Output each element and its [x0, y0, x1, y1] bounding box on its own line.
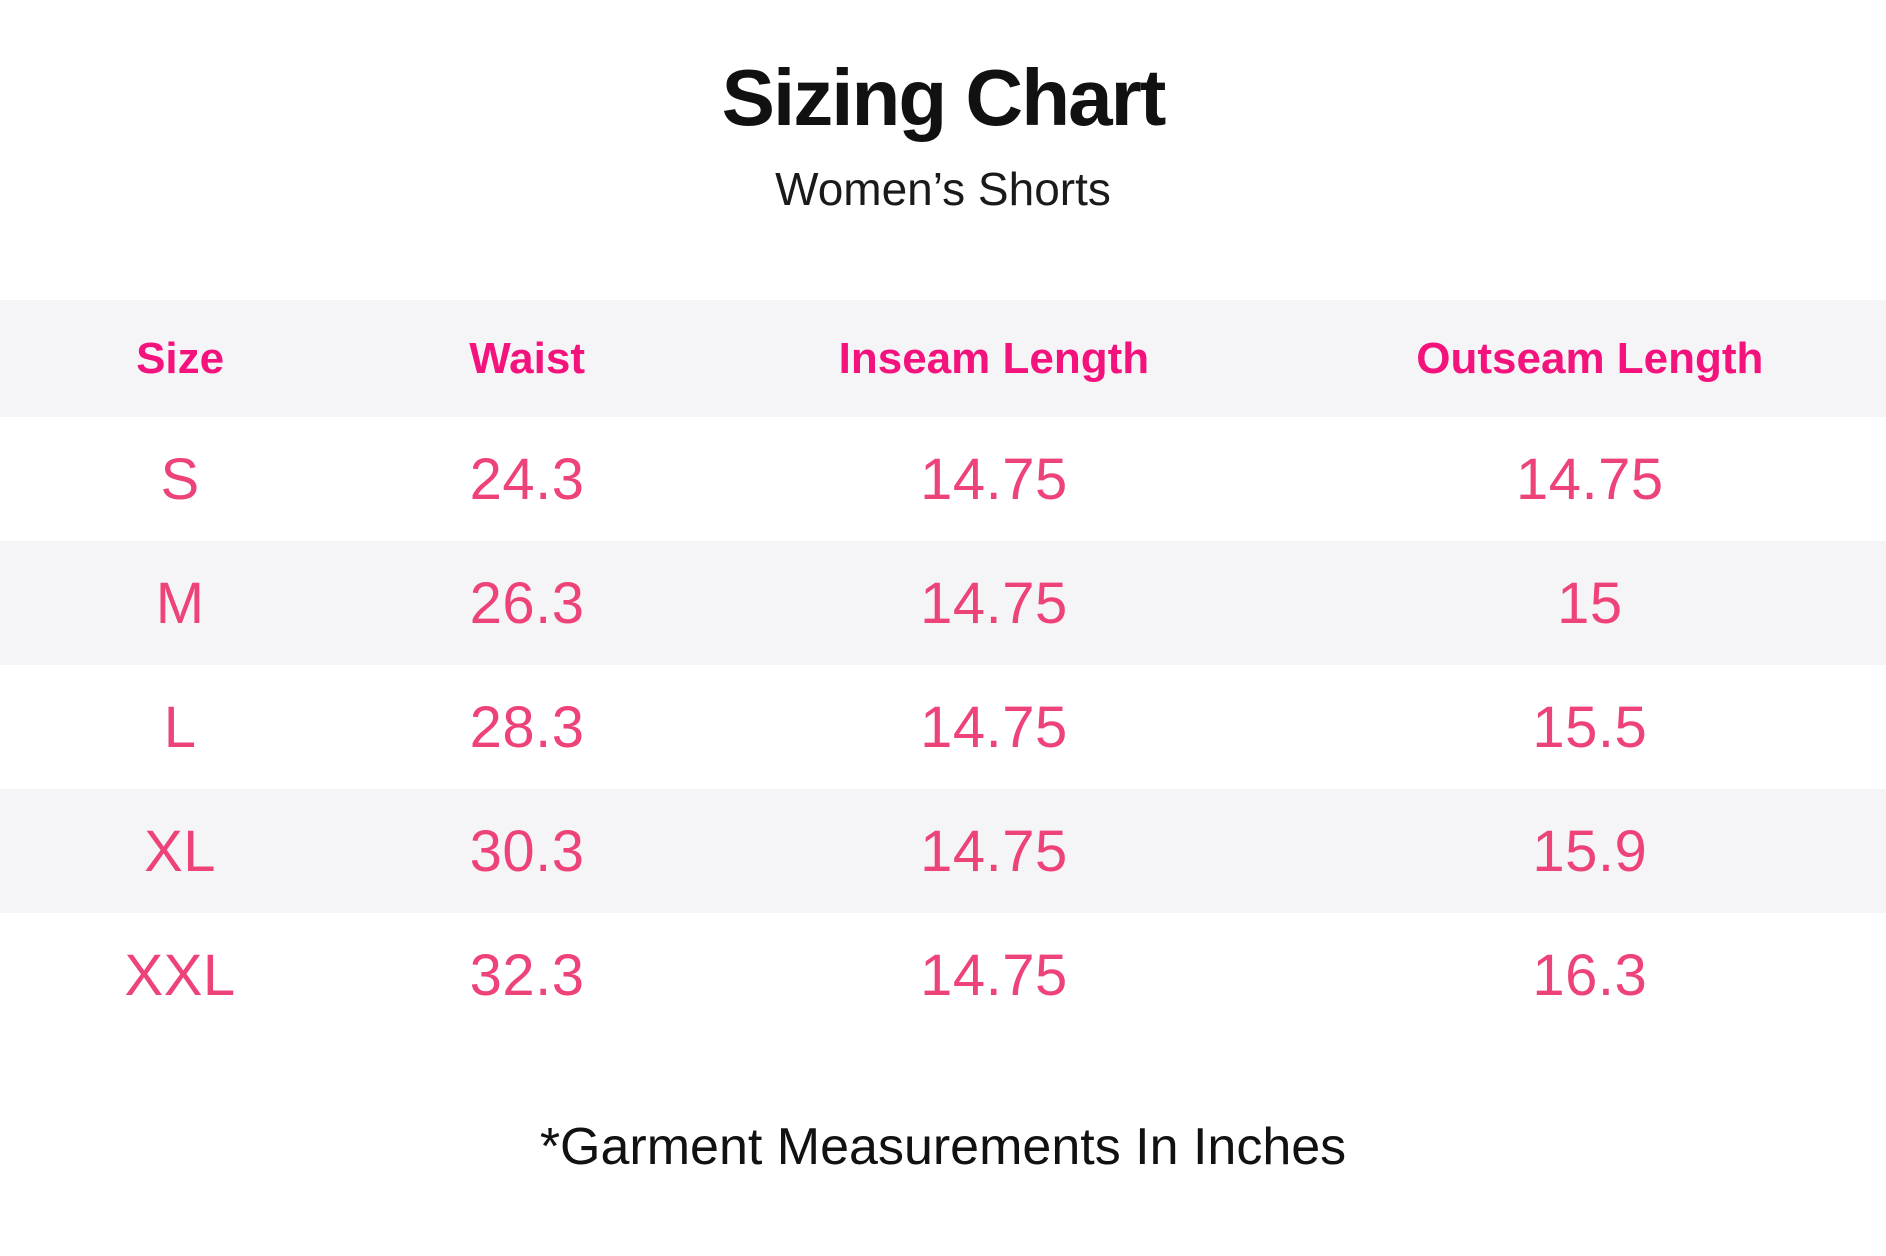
cell-size: XL: [144, 818, 217, 884]
cell-inseam: 14.75: [920, 570, 1068, 636]
cell-inseam: 14.75: [920, 818, 1068, 884]
heading-block: Sizing Chart Women’s Shorts: [0, 0, 1886, 300]
table-row-xl: XL 30.3 14.75 15.9: [0, 789, 1886, 913]
cell-size: M: [155, 570, 205, 636]
cell-outseam: 16.3: [1532, 942, 1648, 1008]
table-row-m: M 26.3 14.75 15: [0, 541, 1886, 665]
cell-waist: 24.3: [469, 446, 585, 512]
cell-size: XXL: [124, 942, 236, 1008]
cell-waist: 32.3: [469, 942, 585, 1008]
cell-waist: 26.3: [469, 570, 585, 636]
footer-block: *Garment Measurements In Inches: [0, 1037, 1886, 1256]
page-title: Sizing Chart: [721, 53, 1167, 142]
page-subtitle: Women’s Shorts: [775, 163, 1111, 215]
measurements-footnote: *Garment Measurements In Inches: [539, 1117, 1347, 1176]
cell-inseam: 14.75: [920, 694, 1068, 760]
table-row-xxl: XXL 32.3 14.75 16.3: [0, 913, 1886, 1037]
column-header-size: Size: [136, 333, 225, 383]
cell-inseam: 14.75: [920, 446, 1068, 512]
cell-inseam: 14.75: [920, 942, 1068, 1008]
cell-waist: 28.3: [469, 694, 585, 760]
cell-size: L: [163, 694, 197, 760]
sizing-table: Size Waist Inseam Length Outseam Length …: [0, 300, 1886, 1037]
cell-outseam: 15.5: [1532, 694, 1648, 760]
cell-outseam: 15: [1557, 570, 1623, 636]
column-header-outseam: Outseam Length: [1416, 333, 1764, 383]
table-row-s: S 24.3 14.75 14.75: [0, 417, 1886, 541]
table-header-row: Size Waist Inseam Length Outseam Length: [0, 300, 1886, 417]
cell-outseam: 14.75: [1516, 446, 1664, 512]
cell-waist: 30.3: [469, 818, 585, 884]
column-header-waist: Waist: [469, 333, 585, 383]
cell-size: S: [160, 446, 200, 512]
table-row-l: L 28.3 14.75 15.5: [0, 665, 1886, 789]
column-header-inseam: Inseam Length: [838, 333, 1150, 383]
cell-outseam: 15.9: [1532, 818, 1648, 884]
